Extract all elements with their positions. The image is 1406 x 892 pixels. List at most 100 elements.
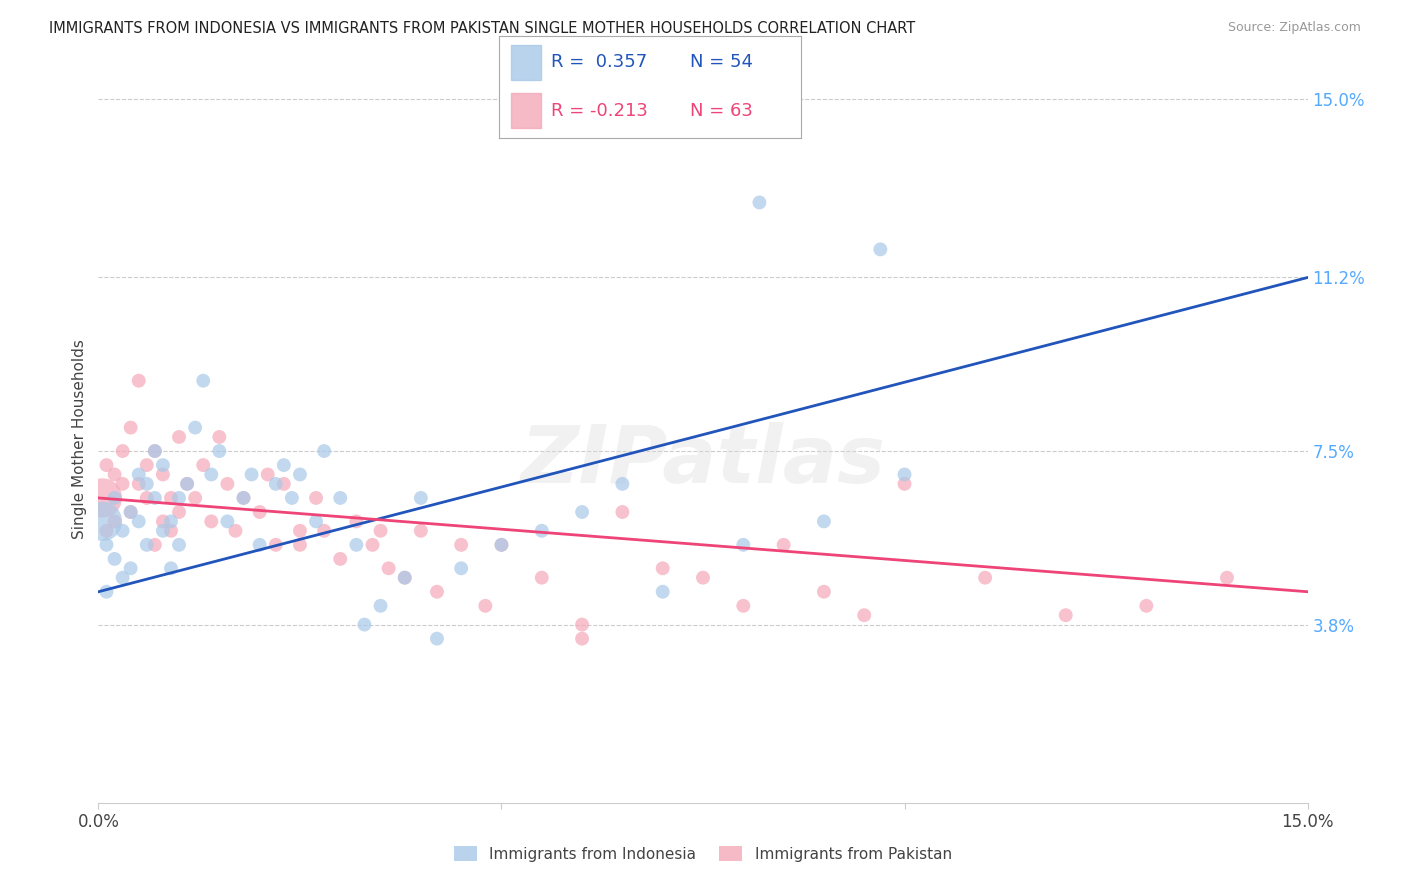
Point — [217, 515, 239, 529]
Point — [1135, 599, 1157, 613]
Point — [314, 444, 336, 458]
Point — [135, 458, 157, 472]
Point — [273, 458, 295, 472]
Point — [240, 467, 263, 482]
Point — [184, 491, 207, 505]
Point — [120, 505, 142, 519]
Point — [1216, 571, 1239, 585]
Bar — [512, 45, 541, 79]
Point — [426, 584, 449, 599]
Point — [288, 467, 311, 482]
Point — [128, 476, 150, 491]
Point — [103, 467, 125, 482]
Point — [167, 538, 190, 552]
Point — [426, 632, 449, 646]
Point — [160, 515, 183, 529]
Point — [135, 491, 157, 505]
Point — [733, 599, 755, 613]
Point — [152, 515, 174, 529]
Point — [353, 617, 375, 632]
Point — [288, 524, 311, 538]
Point — [273, 476, 295, 491]
Point — [224, 524, 246, 538]
Text: ZIPatlas: ZIPatlas — [520, 422, 886, 500]
Point — [91, 491, 114, 505]
Point — [193, 374, 215, 388]
Point — [394, 571, 416, 585]
Point — [200, 515, 222, 529]
Point — [232, 491, 254, 505]
Point — [893, 476, 915, 491]
Point — [813, 584, 835, 599]
Text: N = 54: N = 54 — [689, 54, 752, 71]
Text: IMMIGRANTS FROM INDONESIA VS IMMIGRANTS FROM PAKISTAN SINGLE MOTHER HOUSEHOLDS C: IMMIGRANTS FROM INDONESIA VS IMMIGRANTS … — [49, 21, 915, 36]
Point — [305, 491, 328, 505]
Bar — [512, 93, 541, 128]
Point — [361, 538, 384, 552]
Point — [772, 538, 794, 552]
Point — [176, 476, 198, 491]
Y-axis label: Single Mother Households: Single Mother Households — [72, 339, 87, 540]
Point — [256, 467, 278, 482]
Point — [314, 524, 336, 538]
Point — [474, 599, 496, 613]
Point — [853, 608, 876, 623]
Point — [152, 524, 174, 538]
Point — [103, 491, 125, 505]
Point — [571, 617, 593, 632]
Point — [305, 515, 328, 529]
Point — [450, 538, 472, 552]
Point — [128, 374, 150, 388]
Point — [111, 476, 134, 491]
Point — [193, 458, 215, 472]
Point — [409, 491, 432, 505]
Point — [120, 420, 142, 434]
Point — [167, 430, 190, 444]
Point — [491, 538, 513, 552]
Point — [208, 430, 231, 444]
Point — [813, 515, 835, 529]
Point — [264, 538, 287, 552]
Point — [370, 524, 392, 538]
Point — [249, 538, 271, 552]
Point — [135, 476, 157, 491]
Point — [288, 538, 311, 552]
Point — [450, 561, 472, 575]
Point — [370, 599, 392, 613]
Point — [111, 524, 134, 538]
Point — [111, 444, 134, 458]
Text: N = 63: N = 63 — [689, 102, 752, 120]
Point — [96, 538, 118, 552]
Point — [111, 571, 134, 585]
Point — [167, 505, 190, 519]
Point — [264, 476, 287, 491]
Point — [612, 476, 634, 491]
Point — [167, 491, 190, 505]
Point — [160, 524, 183, 538]
Point — [128, 515, 150, 529]
Point — [651, 584, 673, 599]
Point — [176, 476, 198, 491]
Point — [651, 561, 673, 575]
Point — [120, 505, 142, 519]
Point — [120, 561, 142, 575]
Point — [143, 538, 166, 552]
Point — [344, 538, 367, 552]
Point — [1054, 608, 1077, 623]
Point — [893, 467, 915, 482]
Point — [491, 538, 513, 552]
Point — [869, 243, 891, 257]
Text: R = -0.213: R = -0.213 — [551, 102, 647, 120]
Point — [152, 467, 174, 482]
Point — [344, 515, 367, 529]
Point — [974, 571, 997, 585]
Point — [152, 458, 174, 472]
Point — [160, 491, 183, 505]
Point — [281, 491, 304, 505]
Legend: Immigrants from Indonesia, Immigrants from Pakistan: Immigrants from Indonesia, Immigrants fr… — [449, 839, 957, 868]
Point — [96, 458, 118, 472]
Point — [96, 584, 118, 599]
Point — [200, 467, 222, 482]
Point — [692, 571, 714, 585]
Point — [612, 505, 634, 519]
